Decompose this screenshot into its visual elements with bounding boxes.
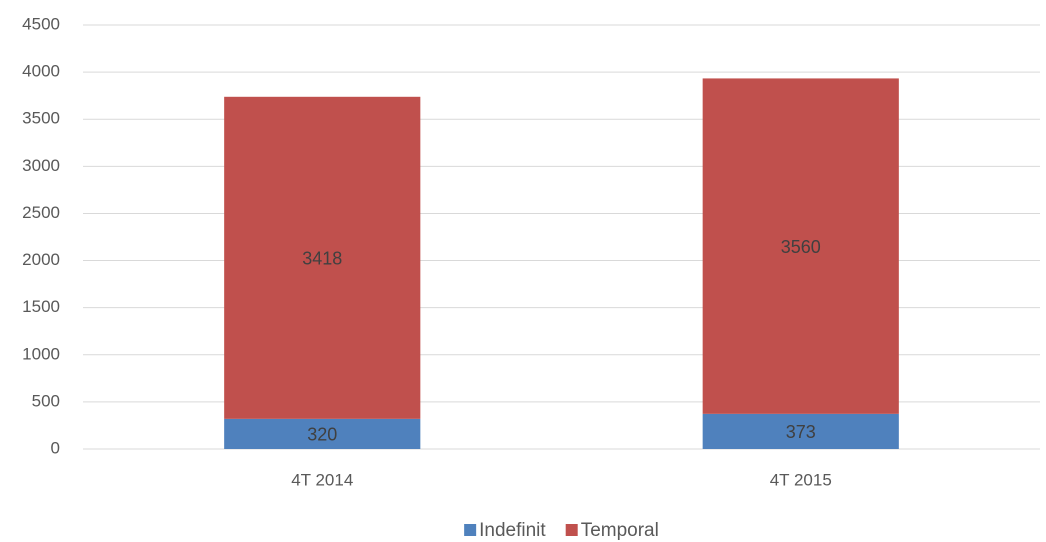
data-label: 3418	[302, 249, 342, 269]
legend-swatch	[464, 524, 477, 536]
bar-segment	[702, 78, 899, 414]
x-tick-label: 4T 2014	[291, 470, 353, 489]
y-tick-label: 4000	[22, 62, 60, 81]
y-tick-label: 1000	[22, 344, 60, 363]
y-tick-label: 1500	[22, 297, 60, 316]
data-label: 3560	[781, 237, 821, 257]
bar-segment	[702, 413, 899, 449]
y-tick-label: 3500	[22, 109, 60, 128]
y-tick-label: 0	[51, 438, 60, 457]
bar-segment	[224, 96, 421, 419]
y-tick-label: 2000	[22, 250, 60, 269]
bar-segment	[224, 418, 421, 449]
y-tick-label: 3000	[22, 156, 60, 175]
data-label: 320	[307, 425, 337, 445]
legend-label: Indefinit	[479, 520, 546, 541]
legend-swatch	[565, 524, 578, 536]
legend-label: Temporal	[581, 520, 659, 541]
data-label: 373	[786, 422, 816, 442]
y-tick-label: 500	[32, 391, 60, 410]
y-tick-label: 4500	[22, 14, 60, 33]
x-tick-label: 4T 2015	[770, 470, 832, 489]
y-tick-label: 2500	[22, 203, 60, 222]
